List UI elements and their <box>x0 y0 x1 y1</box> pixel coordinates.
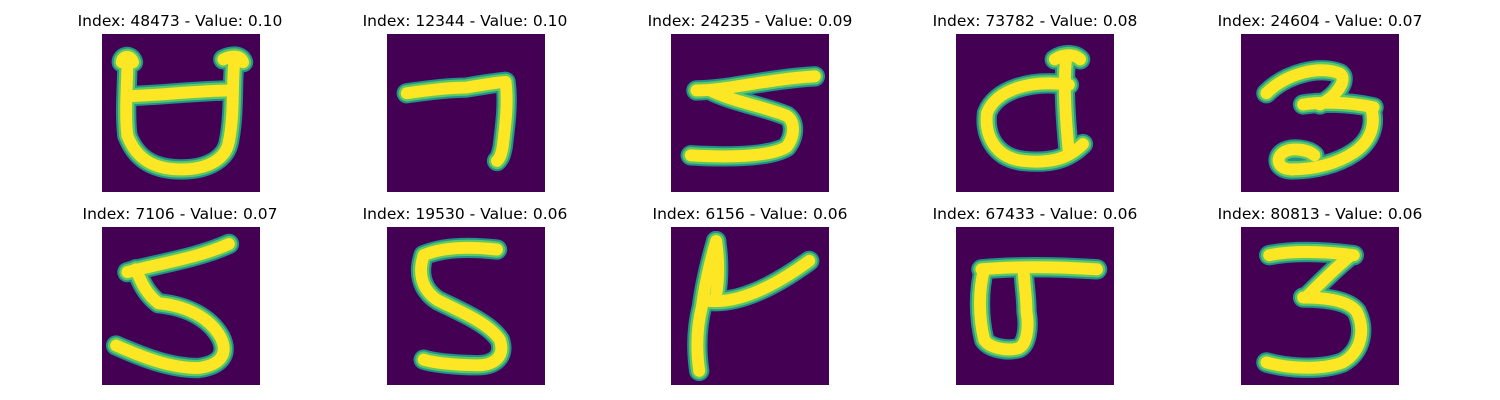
image-panel: Index: 73782 - Value: 0.08 <box>885 0 1185 192</box>
image-panel: Index: 12344 - Value: 0.10 <box>315 0 615 192</box>
image-panel: Index: 67433 - Value: 0.06 <box>885 193 1185 385</box>
digit-stroke-core <box>1260 64 1346 100</box>
panel-title: Index: 24235 - Value: 0.09 <box>647 12 853 30</box>
digit-stroke-core <box>217 50 249 69</box>
panel-title: Index: 12344 - Value: 0.10 <box>362 12 568 30</box>
digit-stroke-core <box>975 261 1103 276</box>
image-panel: Index: 24604 - Value: 0.07 <box>1170 0 1470 192</box>
digit-image <box>102 34 260 192</box>
digit-image <box>387 34 545 192</box>
digit-stroke-core <box>1263 246 1360 262</box>
digit-stroke-core <box>121 129 235 176</box>
digit-stroke-core <box>400 76 512 100</box>
image-panel: Index: 19530 - Value: 0.06 <box>315 193 615 385</box>
digit-stroke-core <box>491 76 513 167</box>
panel-title: Index: 7106 - Value: 0.07 <box>82 205 278 223</box>
panel-title: Index: 48473 - Value: 0.10 <box>77 12 283 30</box>
digit-stroke-core <box>684 84 799 163</box>
digit-stroke-core <box>223 53 241 148</box>
digit-image <box>671 227 829 385</box>
panel-title: Index: 67433 - Value: 0.06 <box>932 205 1138 223</box>
digit-stroke-core <box>980 77 1089 168</box>
image-panel: Index: 7106 - Value: 0.07 <box>30 193 330 385</box>
digit-image <box>956 34 1114 192</box>
digit-image <box>671 34 829 192</box>
digit-stroke-core <box>1314 67 1349 111</box>
digit-image <box>387 227 545 385</box>
image-panel: Index: 24235 - Value: 0.09 <box>600 0 900 192</box>
image-panel: Index: 80813 - Value: 0.06 <box>1170 193 1470 385</box>
panel-title: Index: 80813 - Value: 0.06 <box>1217 205 1423 223</box>
digit-stroke-core <box>121 84 238 102</box>
digit-stroke-core <box>1058 53 1075 159</box>
panel-title: Index: 73782 - Value: 0.08 <box>932 12 1138 30</box>
panel-title: Index: 6156 - Value: 0.06 <box>652 205 848 223</box>
digit-stroke-core <box>1048 49 1087 66</box>
image-panel: Index: 48473 - Value: 0.10 <box>30 0 330 192</box>
image-panel: Index: 6156 - Value: 0.06 <box>600 193 900 385</box>
digit-image <box>1241 227 1399 385</box>
digit-stroke-core <box>691 235 723 377</box>
digit-image <box>102 227 260 385</box>
digit-image <box>1241 34 1399 192</box>
digit-stroke-core <box>110 297 230 374</box>
digit-stroke-core <box>415 249 508 372</box>
digit-stroke-core <box>417 241 503 262</box>
digit-stroke-core <box>1302 249 1357 301</box>
digit-stroke-core <box>1260 291 1368 374</box>
digit-stroke-core <box>698 254 816 308</box>
panel-title: Index: 24604 - Value: 0.07 <box>1217 12 1423 30</box>
digit-stroke-core <box>1285 101 1379 176</box>
digit-stroke-core <box>115 51 139 69</box>
digit-stroke-core <box>710 235 725 301</box>
digit-stroke-core <box>1297 96 1380 114</box>
panel-title: Index: 19530 - Value: 0.06 <box>362 205 568 223</box>
digit-stroke-core <box>974 263 1034 356</box>
digit-image <box>956 227 1114 385</box>
image-background <box>387 34 545 192</box>
digit-stroke-core <box>1272 143 1321 176</box>
